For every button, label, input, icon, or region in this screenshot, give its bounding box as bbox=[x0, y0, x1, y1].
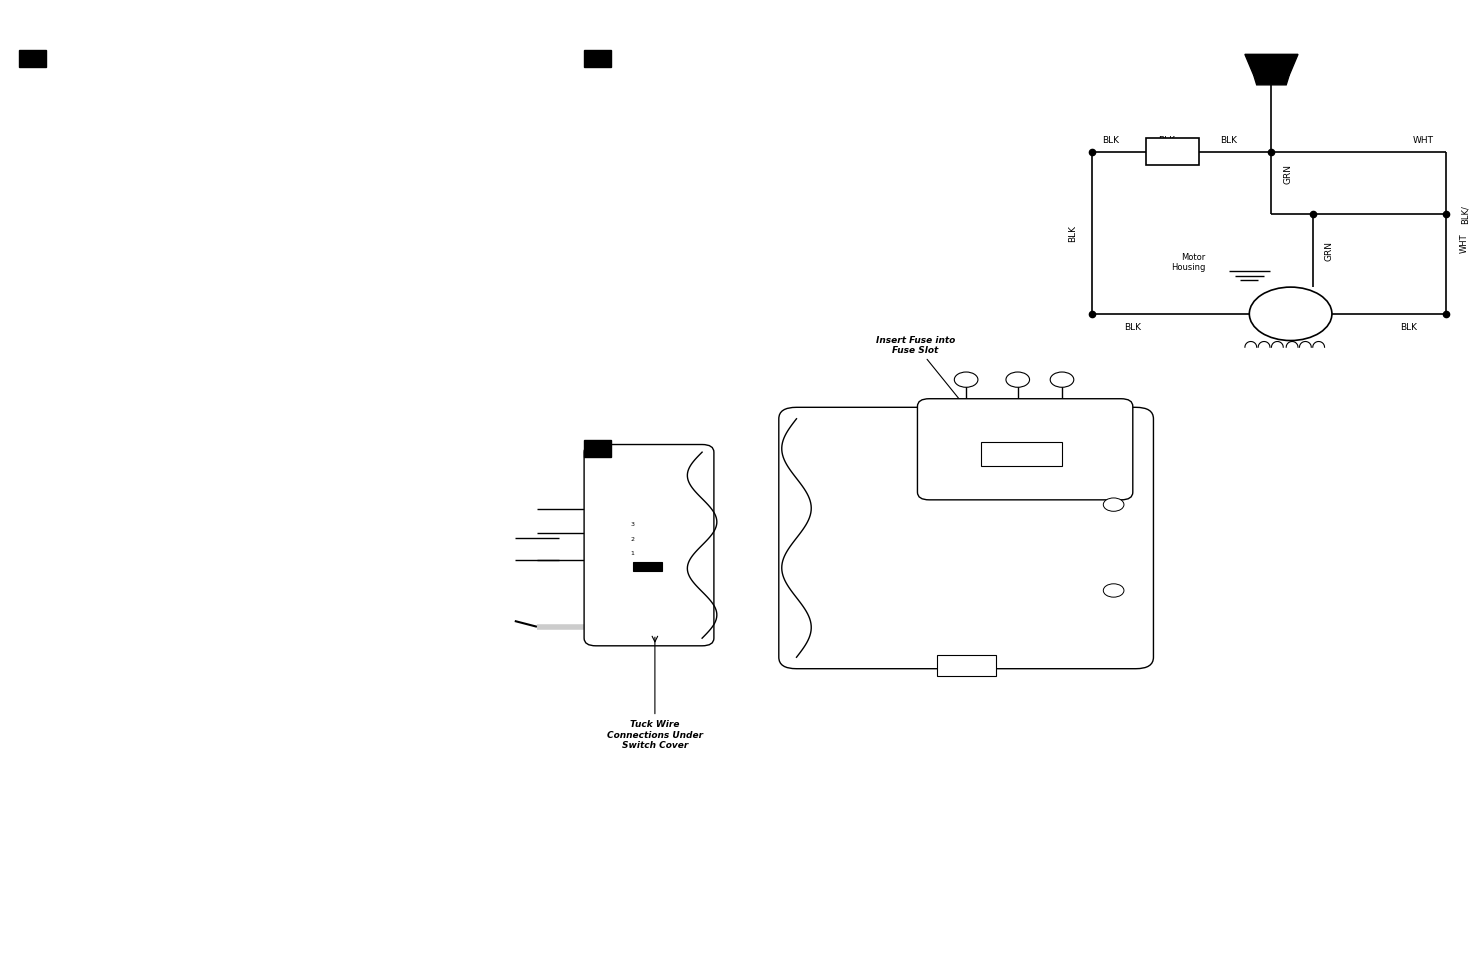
Text: 1: 1 bbox=[631, 550, 634, 556]
Text: WHT: WHT bbox=[1413, 135, 1434, 145]
Text: GRN: GRN bbox=[1283, 164, 1292, 184]
Bar bbox=[19, 51, 46, 68]
Text: BLK: BLK bbox=[1158, 135, 1176, 145]
Circle shape bbox=[1103, 584, 1124, 598]
Text: GRN: GRN bbox=[1325, 241, 1333, 261]
Text: BLK: BLK bbox=[1102, 135, 1120, 145]
Circle shape bbox=[1249, 288, 1332, 341]
Text: BLK/: BLK/ bbox=[1460, 205, 1469, 224]
Text: BLK: BLK bbox=[1400, 322, 1417, 332]
Bar bbox=[633, 562, 662, 572]
Bar bbox=[584, 440, 611, 457]
FancyBboxPatch shape bbox=[917, 399, 1133, 500]
Polygon shape bbox=[1245, 55, 1298, 76]
Text: BLK: BLK bbox=[1068, 225, 1077, 242]
Circle shape bbox=[1103, 498, 1124, 512]
Text: BLK: BLK bbox=[1220, 135, 1238, 145]
Text: Tuck Wire
Connections Under
Switch Cover: Tuck Wire Connections Under Switch Cover bbox=[606, 641, 704, 749]
Text: 2: 2 bbox=[631, 536, 634, 541]
Text: WHT: WHT bbox=[1460, 233, 1469, 253]
FancyBboxPatch shape bbox=[779, 408, 1153, 669]
Circle shape bbox=[1050, 373, 1074, 388]
Text: BLK: BLK bbox=[1124, 322, 1142, 332]
Bar bbox=[937, 656, 996, 677]
Text: Insert Fuse into
Fuse Slot: Insert Fuse into Fuse Slot bbox=[876, 335, 994, 443]
Bar bbox=[1146, 139, 1199, 166]
Text: Motor
Housing: Motor Housing bbox=[1171, 253, 1205, 272]
Circle shape bbox=[954, 373, 978, 388]
FancyBboxPatch shape bbox=[584, 445, 714, 646]
Polygon shape bbox=[1254, 76, 1289, 86]
Circle shape bbox=[1006, 373, 1030, 388]
Text: M: M bbox=[1283, 304, 1298, 317]
Text: 3: 3 bbox=[631, 521, 634, 527]
Bar bbox=[981, 442, 1062, 466]
Bar bbox=[584, 51, 611, 68]
